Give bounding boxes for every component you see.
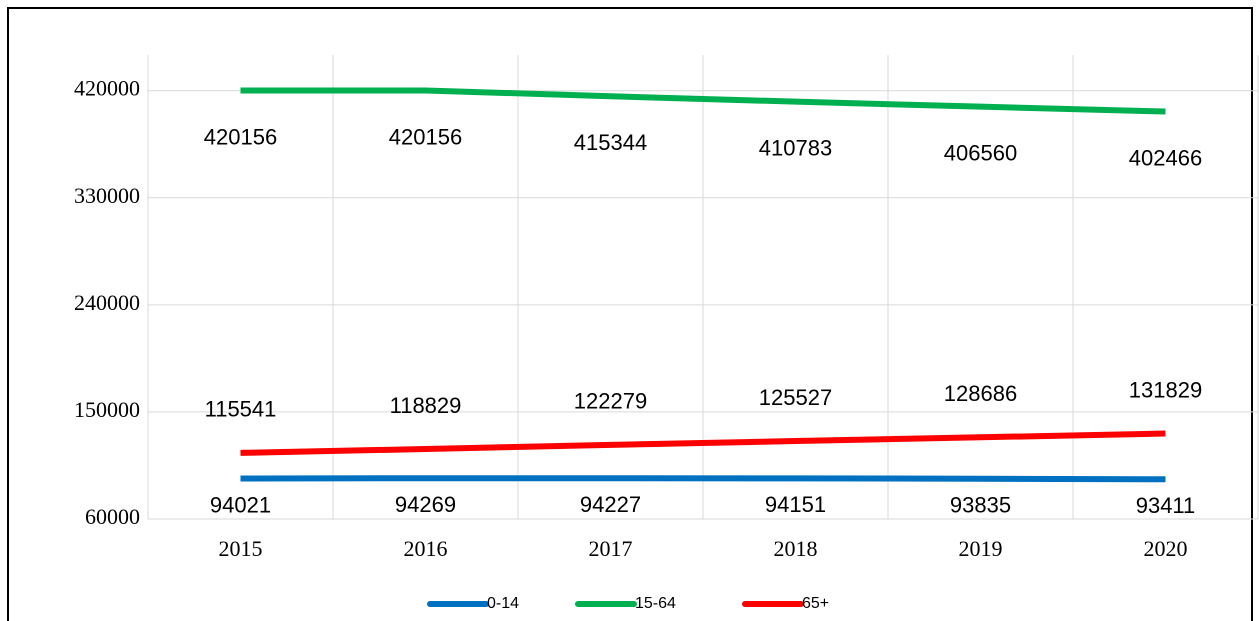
- y-tick-label: 60000: [85, 504, 140, 529]
- y-tick-label: 330000: [74, 183, 140, 208]
- data-label: 93835: [950, 493, 1011, 518]
- x-tick-label: 2015: [219, 536, 263, 561]
- data-label: 94151: [765, 492, 826, 517]
- data-label: 420156: [389, 124, 462, 149]
- legend-label: 0-14: [487, 595, 519, 612]
- x-tick-label: 2017: [589, 536, 633, 561]
- x-tick-label: 2019: [959, 536, 1003, 561]
- data-label: 131829: [1129, 377, 1202, 402]
- data-label: 115541: [205, 397, 277, 422]
- data-label: 406560: [944, 140, 1017, 165]
- x-tick-label: 2016: [404, 536, 448, 561]
- legend-label: 65+: [802, 595, 829, 612]
- legend-label: 15-64: [635, 595, 676, 612]
- y-tick-label: 240000: [74, 290, 140, 315]
- x-tick-label: 2020: [1144, 536, 1188, 561]
- data-label: 420156: [204, 124, 277, 149]
- series-line: [240, 475, 1166, 483]
- data-label: 94269: [395, 492, 456, 517]
- series-line: [240, 87, 1166, 115]
- data-label: 93411: [1136, 493, 1196, 518]
- data-label: 128686: [944, 381, 1017, 406]
- chart-frame: [7, 7, 1253, 621]
- data-label: 415344: [574, 130, 647, 155]
- data-label: 94227: [580, 492, 641, 517]
- data-label: 94021: [210, 492, 271, 517]
- data-label: 410783: [759, 135, 832, 160]
- x-tick-label: 2018: [774, 536, 818, 561]
- data-label: 122279: [574, 389, 647, 414]
- data-label: 125527: [759, 385, 832, 410]
- data-label: 118829: [390, 393, 462, 418]
- y-tick-label: 150000: [74, 397, 140, 422]
- data-label: 402466: [1129, 145, 1202, 170]
- series-line: [240, 430, 1166, 456]
- y-tick-label: 420000: [74, 76, 140, 101]
